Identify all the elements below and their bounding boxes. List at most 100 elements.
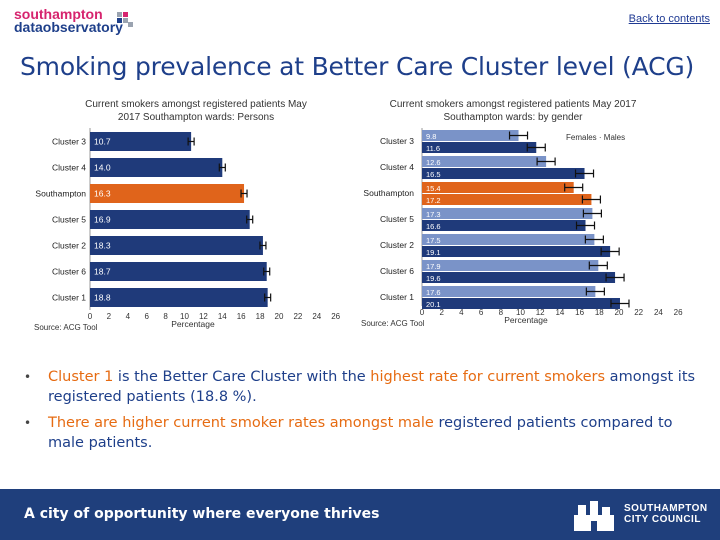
chart1-category-label: Southampton [35,189,86,199]
chart1-xlabel: Percentage [171,319,215,329]
council-name-line1: SOUTHAMPTON [624,503,708,514]
chart2-tick-label: 0 [420,308,425,317]
chart2-value-label: 17.5 [426,236,441,245]
chart2-tick-label: 18 [595,308,604,317]
chart2-tick-label: 16 [575,308,584,317]
chart2-bar [422,156,547,167]
chart2-bar [422,272,616,283]
bullet-text: amongst its registered patients (18.8 %)… [48,369,696,405]
chart2-value-label: 16.6 [426,222,441,231]
chart2-tick-label: 24 [654,308,663,317]
chart1-value-label: 16.9 [94,215,111,225]
back-to-contents-link[interactable]: Back to contents [628,13,710,25]
chart1-category-label: Cluster 3 [52,137,86,147]
chart2-category-label: Cluster 4 [380,162,414,172]
council-logo: SOUTHAMPTON CITY COUNCIL [570,497,710,533]
chart2-tick-label: 26 [674,308,683,317]
chart2-bar [422,142,537,153]
chart1-bar [90,132,192,151]
chart2-tick-label: 6 [479,308,484,317]
logo-mark-icon [117,12,133,27]
chart1-category-label: Cluster 4 [52,163,86,173]
chart2-title: Southampton wards: by gender [444,112,584,123]
chart1-value-label: 10.7 [94,137,111,147]
chart1-tick-label: 8 [163,312,168,321]
chart2-bar [422,246,611,257]
logo-line1: southampton [14,6,103,22]
chart2-tick-label: 12 [536,308,545,317]
chart2-value-label: 11.6 [426,144,440,153]
highlight-text: highest rate for current smokers [370,369,606,385]
chart1-tick-label: 26 [331,312,340,321]
council-crest-icon [574,501,614,531]
chart2-tick-label: 22 [634,308,643,317]
bullet-dot: • [24,370,32,384]
chart2-bar [422,194,592,205]
chart2-value-label: 17.9 [426,262,441,271]
charts-canvas: Current smokers amongst registered patie… [34,99,683,332]
chart2-category-label: Cluster 6 [380,266,414,276]
chart1-tick-label: 6 [144,312,149,321]
chart1-tick-label: 24 [312,312,321,321]
chart1-source: Source: ACG Tool [34,323,98,332]
chart2-title: Current smokers amongst registered patie… [390,99,637,110]
chart2-value-label: 15.4 [426,184,441,193]
bullet-list: • Cluster 1 is the Better Care Cluster wi… [24,367,704,459]
chart2-value-label: 17.3 [426,210,441,219]
chart1-title: 2017 Southampton wards: Persons [118,112,274,123]
footer-tagline: A city of opportunity where everyone thr… [24,506,380,522]
chart1-title: Current smokers amongst registered patie… [85,99,307,110]
chart2-legend: Females · Males [566,133,625,142]
chart1-tick-label: 18 [256,312,265,321]
chart2-category-label: Southampton [363,188,414,198]
chart2-bar [422,298,620,309]
chart1-tick-label: 12 [199,312,208,321]
chart2-tick-label: 4 [459,308,464,317]
chart1-value-label: 18.8 [94,293,111,303]
chart1-value-label: 18.3 [94,241,111,251]
chart1-bar [90,236,263,255]
chart1-bar [90,288,268,307]
bullet-dot: • [24,416,32,430]
chart2-xlabel: Percentage [504,315,548,325]
chart1-category-label: Cluster 1 [52,293,86,303]
chart2-category-label: Cluster 1 [380,292,414,302]
chart2-source: Source: ACG Tool [361,319,425,328]
council-name-line2: CITY COUNCIL [624,514,701,525]
chart2-bar [422,182,574,193]
chart2-bar [422,168,585,179]
chart1-tick-label: 10 [180,312,189,321]
council-name: SOUTHAMPTON CITY COUNCIL [624,503,708,525]
chart2-tick-label: 10 [516,308,525,317]
chart1-value-label: 18.7 [94,267,111,277]
chart2-tick-label: 2 [439,308,444,317]
chart2-value-label: 12.6 [426,158,441,167]
bullet-text: is the Better Care Cluster with the [113,369,371,385]
chart1-bar [90,262,267,281]
chart2-bar [422,130,519,141]
chart2-bar [422,286,596,297]
chart2-bar [422,234,595,245]
chart2-bar [422,260,599,271]
chart2-value-label: 9.8 [426,132,436,141]
chart2-category-label: Cluster 2 [380,240,414,250]
chart1-tick-label: 4 [126,312,131,321]
chart1-bar [90,158,223,177]
chart1-category-label: Cluster 2 [52,241,86,251]
page-title: Smoking prevalence at Better Care Cluste… [20,52,695,81]
chart2-value-label: 16.5 [426,170,441,179]
chart2-value-label: 19.6 [426,274,441,283]
footer: A city of opportunity where everyone thr… [0,489,720,540]
chart2-category-label: Cluster 5 [380,214,414,224]
bullet-item: • Cluster 1 is the Better Care Cluster wi… [24,367,704,407]
chart1-bar [90,184,245,203]
logo: southampton dataobservatory [14,6,123,34]
chart1-tick-label: 0 [88,312,93,321]
chart1-bar [90,210,250,229]
chart2-value-label: 19.1 [426,248,441,257]
chart1-value-label: 16.3 [94,189,111,199]
chart1-tick-label: 16 [237,312,246,321]
chart2-tick-label: 20 [615,308,624,317]
chart1-tick-label: 14 [218,312,227,321]
chart1-tick-label: 22 [293,312,302,321]
